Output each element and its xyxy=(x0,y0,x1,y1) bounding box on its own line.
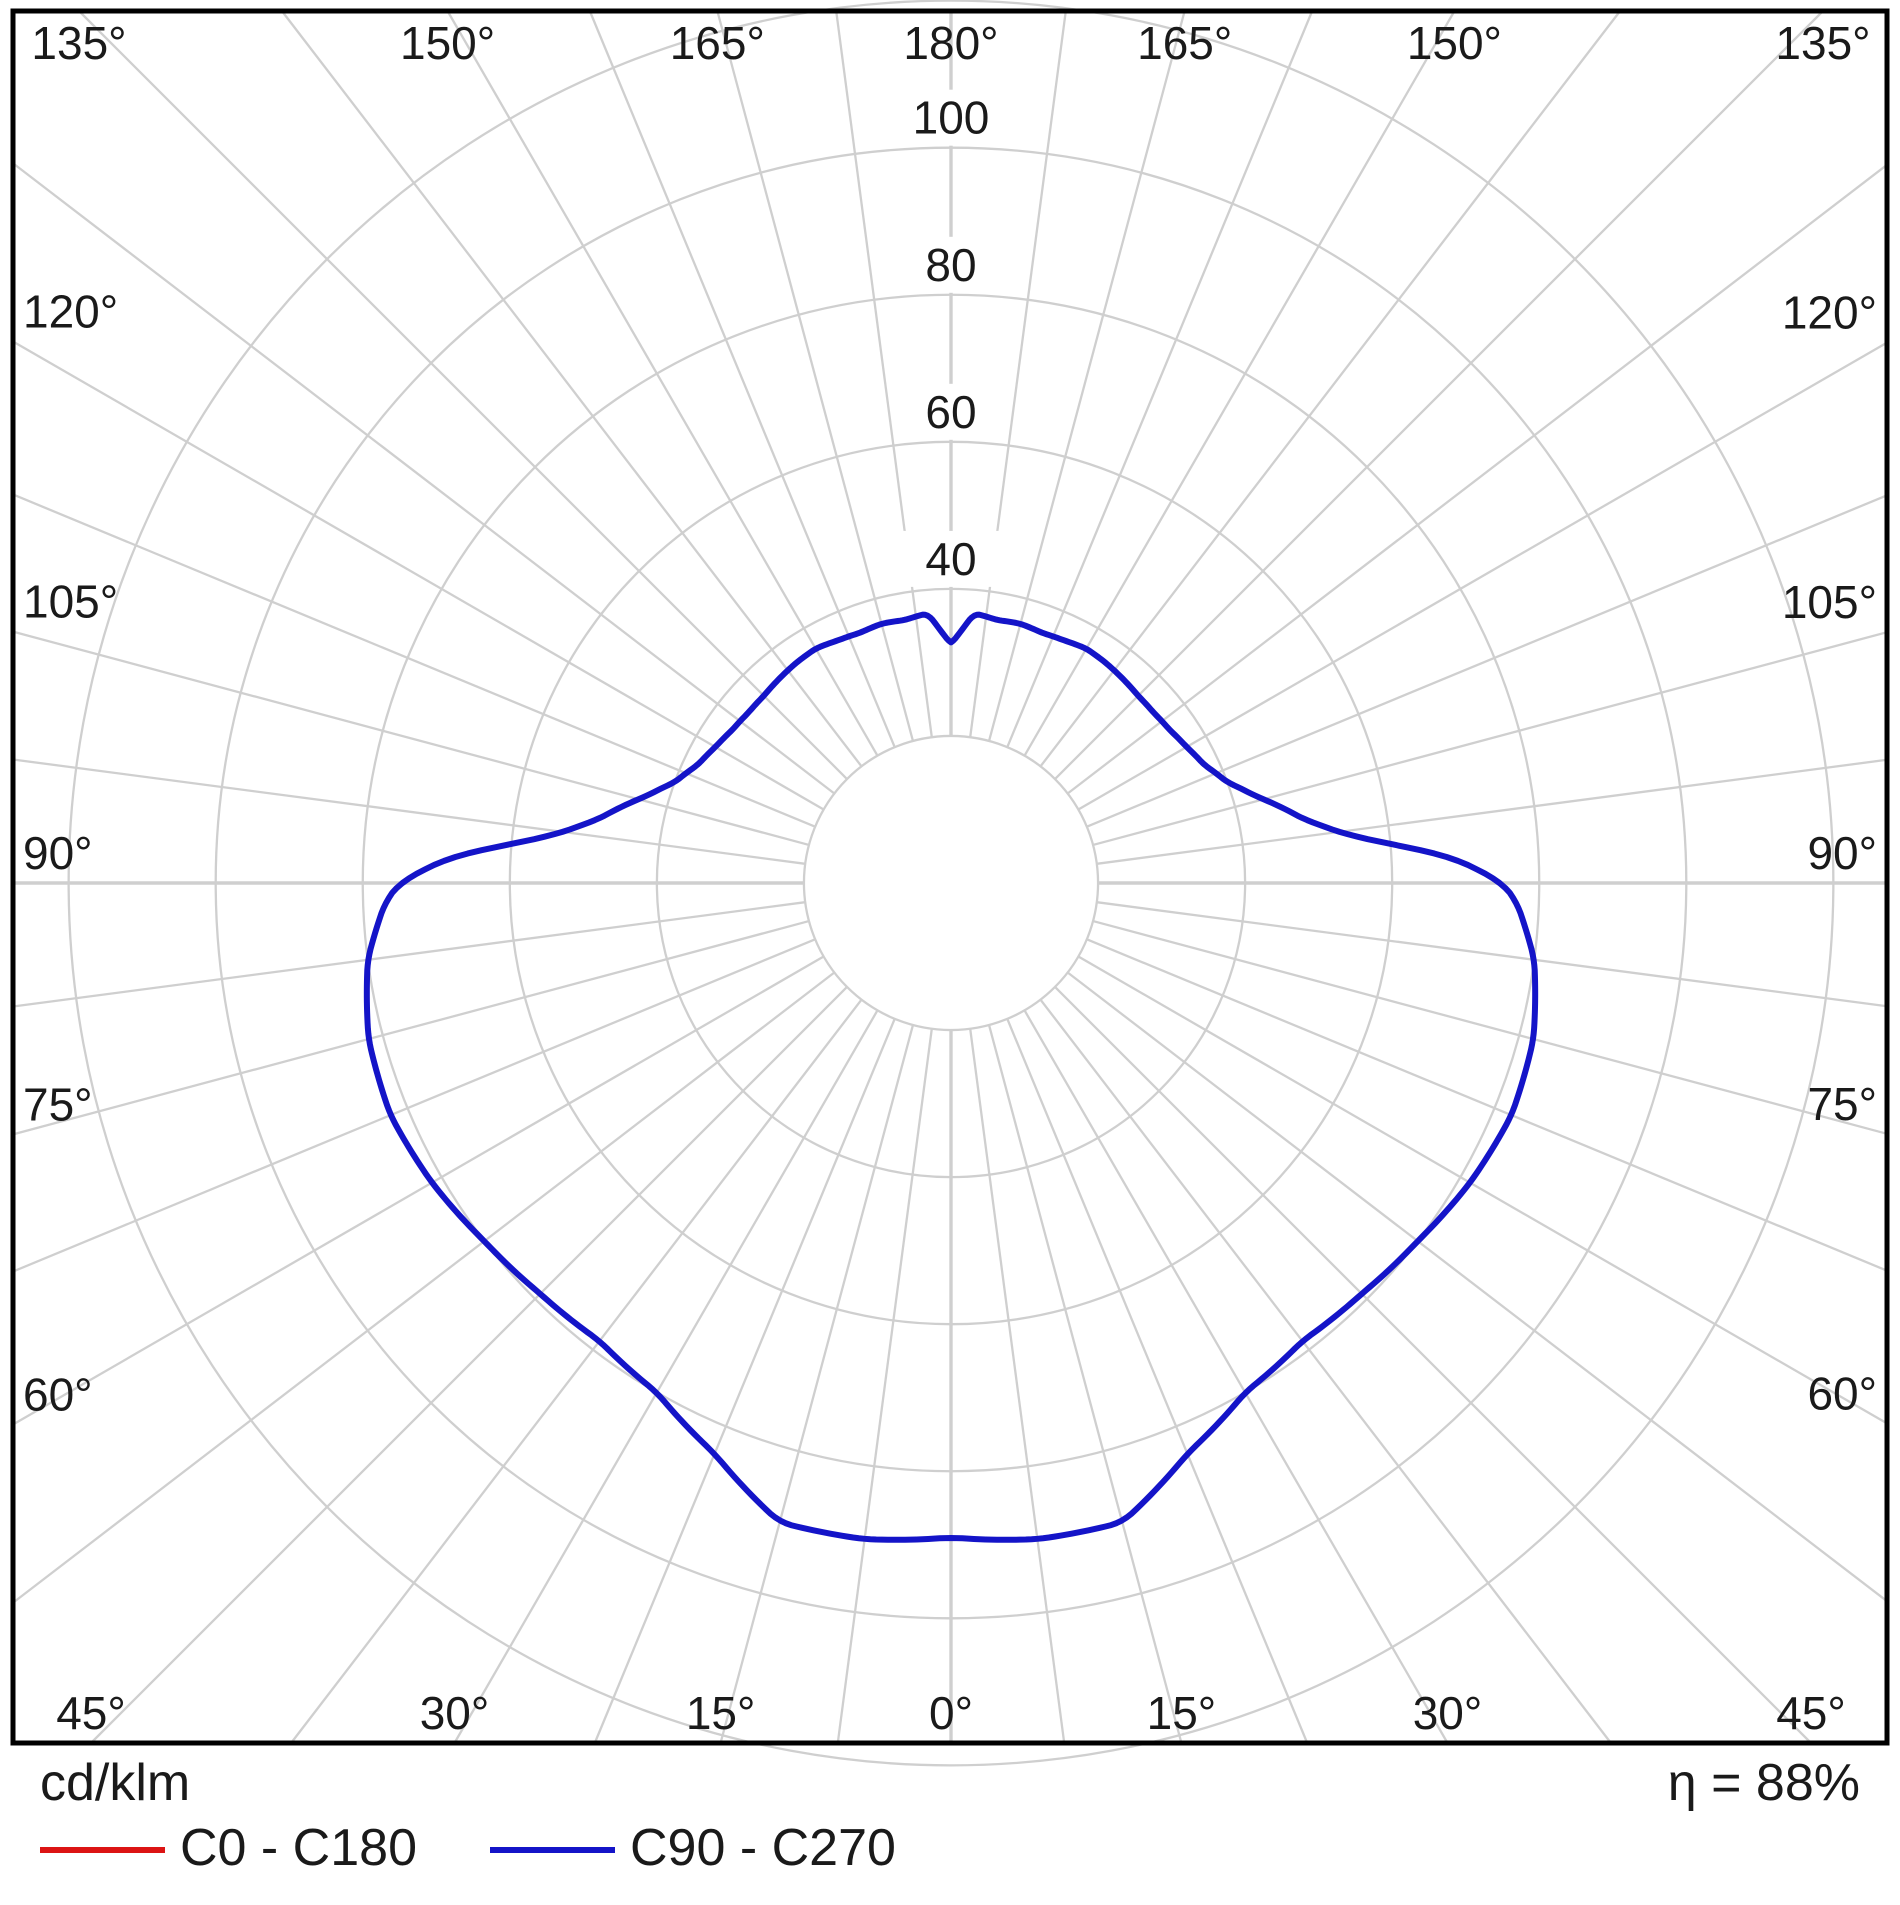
svg-text:30°: 30° xyxy=(1413,1687,1483,1739)
svg-text:105°: 105° xyxy=(23,576,118,628)
svg-text:C90 - C270: C90 - C270 xyxy=(630,1819,896,1877)
svg-text:60°: 60° xyxy=(1807,1367,1877,1419)
svg-text:60°: 60° xyxy=(23,1369,93,1421)
svg-text:180°: 180° xyxy=(903,17,998,69)
svg-text:120°: 120° xyxy=(23,285,118,337)
svg-text:135°: 135° xyxy=(1775,17,1870,69)
svg-text:105°: 105° xyxy=(1782,576,1877,628)
svg-text:100: 100 xyxy=(913,92,990,144)
svg-text:45°: 45° xyxy=(56,1687,126,1739)
svg-text:90°: 90° xyxy=(1807,827,1877,879)
svg-text:150°: 150° xyxy=(400,17,495,69)
svg-text:0°: 0° xyxy=(929,1687,973,1739)
svg-text:C0 - C180: C0 - C180 xyxy=(180,1819,417,1877)
svg-text:30°: 30° xyxy=(420,1687,490,1739)
svg-text:150°: 150° xyxy=(1407,17,1502,69)
svg-text:165°: 165° xyxy=(1137,17,1232,69)
svg-text:80: 80 xyxy=(925,239,976,291)
svg-text:40: 40 xyxy=(925,533,976,585)
svg-text:45°: 45° xyxy=(1776,1687,1846,1739)
svg-text:75°: 75° xyxy=(23,1078,93,1130)
svg-text:15°: 15° xyxy=(1147,1687,1217,1739)
svg-text:165°: 165° xyxy=(670,17,765,69)
svg-text:η = 88%: η = 88% xyxy=(1668,1754,1860,1812)
svg-text:cd/klm: cd/klm xyxy=(40,1754,190,1812)
svg-text:90°: 90° xyxy=(23,827,93,879)
svg-text:15°: 15° xyxy=(686,1687,756,1739)
svg-text:60: 60 xyxy=(925,386,976,438)
svg-text:135°: 135° xyxy=(31,17,126,69)
svg-text:75°: 75° xyxy=(1807,1078,1877,1130)
svg-text:120°: 120° xyxy=(1782,287,1877,339)
